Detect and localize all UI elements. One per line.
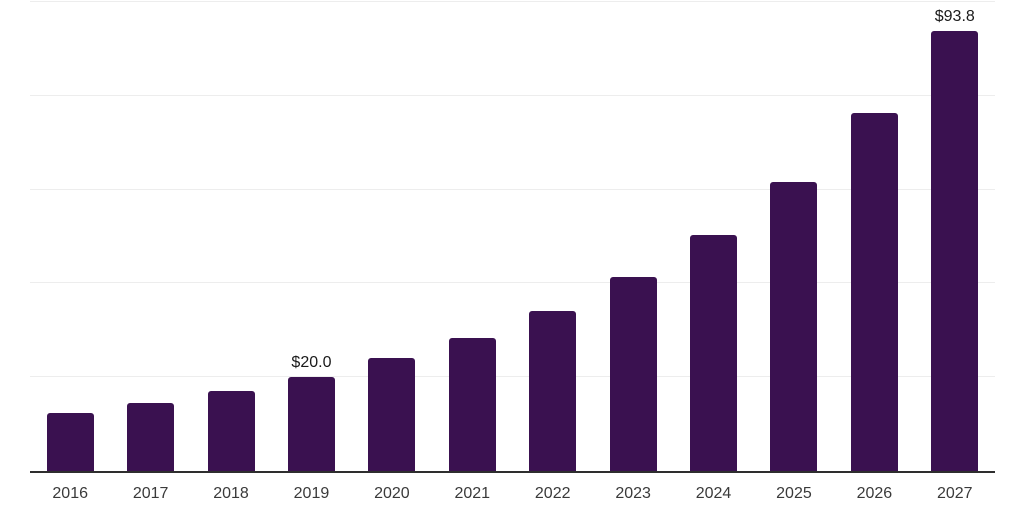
x-tick-2024: 2024 <box>695 485 732 502</box>
bar-2027 <box>931 31 979 471</box>
bar-2023 <box>609 277 657 471</box>
bar-2019 <box>287 377 335 471</box>
data-label-2027: $93.8 <box>934 8 975 26</box>
bar-2016 <box>46 413 94 471</box>
bar-2026 <box>850 113 898 471</box>
bar-2025 <box>770 181 818 471</box>
x-tick-2022: 2022 <box>534 485 571 502</box>
bar-2024 <box>690 235 738 471</box>
gridline-40 <box>30 282 995 284</box>
bar-2021 <box>448 338 496 471</box>
x-tick-2027: 2027 <box>936 485 973 502</box>
gridline-100 <box>30 1 995 2</box>
x-axis-line <box>30 471 995 473</box>
x-tick-2020: 2020 <box>374 485 410 502</box>
gridline-60 <box>30 188 995 190</box>
x-tick-2016: 2016 <box>52 485 88 502</box>
x-tick-2017: 2017 <box>132 485 169 502</box>
x-tick-2026: 2026 <box>856 485 893 502</box>
plot-area: $20.0 $93.8 <box>30 0 995 471</box>
bar-2022 <box>529 310 577 471</box>
x-tick-2023: 2023 <box>615 485 651 502</box>
x-tick-2021: 2021 <box>454 485 491 502</box>
x-tick-2025: 2025 <box>776 485 812 502</box>
x-tick-2018: 2018 <box>213 485 249 502</box>
data-label-2019: $20.0 <box>291 354 332 372</box>
gridline-20 <box>30 376 995 378</box>
bar-2020 <box>368 358 416 471</box>
bar-2017 <box>127 402 175 471</box>
bar-2018 <box>207 390 255 471</box>
gridline-80 <box>30 94 995 96</box>
x-axis-tick-labels: 2016 2017 2018 2019 2020 2021 2022 2023 2024 2025… <box>30 485 995 505</box>
x-tick-2019: 2019 <box>293 485 330 502</box>
